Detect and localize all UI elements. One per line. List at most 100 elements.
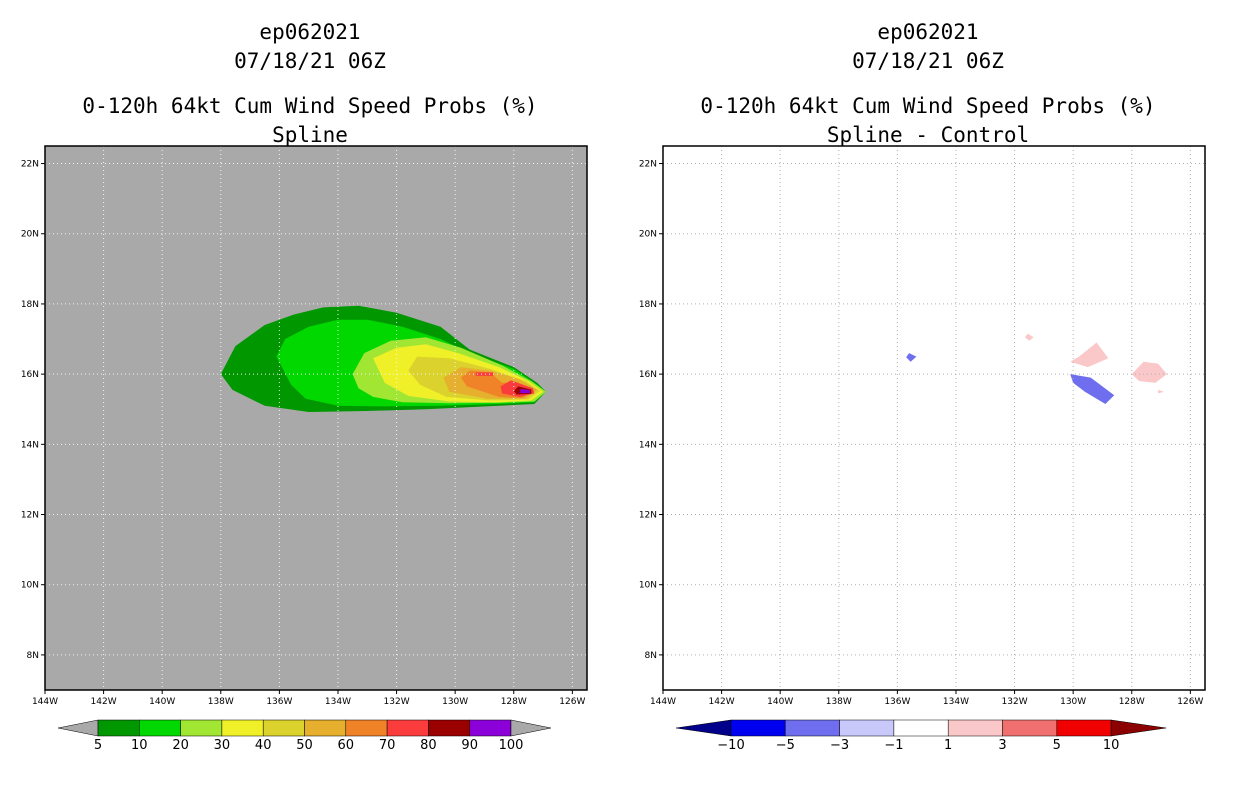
x-tick-label: 138W [208,697,234,707]
colorbar-swatch [386,719,429,737]
contour-region--3 [906,353,917,362]
x-tick-label: 132W [384,697,410,707]
y-tick-label: 8N [27,651,39,661]
colorbar-swatch [947,719,1003,737]
x-tick-label: 126W [559,697,585,707]
colorbar-swatch [262,719,305,737]
x-tick-label: 142W [91,697,117,707]
colorbar-upper-arrow [1110,719,1167,737]
contour-region--3 [1070,374,1115,404]
y-tick-label: 10N [21,581,39,591]
colorbar-label: −3 [830,738,849,753]
x-tick-label: 128W [1119,697,1145,707]
map-panel-0: 144W 142W 140W 138W 136W 134W 132W 130W 128W 126W… [21,145,588,753]
x-tick-label: 136W [266,697,292,707]
colorbar-swatch [730,719,786,737]
colorbar-label: 3 [998,738,1006,753]
left-datetime: 07/18/21 06Z [234,49,386,73]
colorbar-label: 70 [379,738,396,753]
colorbar-upper-arrow [510,719,552,737]
contour-region-3 [1024,333,1034,341]
colorbar-label: 10 [1103,738,1120,753]
colorbar-swatch [304,719,347,737]
x-tick-label: 134W [943,697,969,707]
map-background [45,146,587,690]
colorbar-label: 1 [944,738,952,753]
right-storm-id: ep062021 [877,20,979,44]
colorbar-label: 40 [255,738,272,753]
right-title-block: ep062021 07/18/21 06Z 0-120h 64kt Cum Wi… [648,18,1208,150]
y-tick-label: 12N [21,511,39,521]
y-tick-label: 22N [21,160,39,170]
map-frame [44,145,588,691]
colorbar-swatch [221,719,264,737]
contour-region-90 [519,388,530,394]
colorbar-swatch [893,719,949,737]
left-chart-title: 0-120h 64kt Cum Wind Speed Probs (%) [82,94,538,118]
colorbar-label: 80 [420,738,437,753]
colorbar-label: 10 [131,738,148,753]
x-tick-label: 132W [1002,697,1028,707]
contour-region-70 [475,372,494,376]
x-tick-label: 144W [650,697,676,707]
x-tick-label: 130W [442,697,468,707]
x-tick-label: 128W [501,697,527,707]
contour-region-3 [1070,342,1109,368]
x-tick-label: 142W [709,697,735,707]
contour-region-3 [1131,361,1167,383]
map-background [663,146,1205,690]
right-datetime: 07/18/21 06Z [852,49,1004,73]
y-tick-label: 20N [639,230,657,240]
x-tick-label: 144W [32,697,58,707]
colorbar-label: 5 [1053,738,1061,753]
x-tick-label: 138W [826,697,852,707]
colorbar-swatch [428,719,470,737]
y-tick-label: 18N [639,300,657,310]
colorbar-0: 5 10 20 30 40 50 60 70 80 90 100 [57,719,552,753]
left-storm-id: ep062021 [259,20,361,44]
colorbar-swatch [97,719,140,737]
y-tick-label: 16N [21,370,39,380]
colorbar-1: −10 −5 −3 −1 1 3 5 10 [675,719,1167,753]
colorbar-swatch [1002,719,1058,737]
colorbar-lower-arrow [675,719,732,737]
colorbar-label: 5 [94,738,102,753]
x-tick-label: 136W [884,697,910,707]
y-tick-label: 16N [639,370,657,380]
x-tick-label: 140W [149,697,175,707]
left-title-block: ep062021 07/18/21 06Z 0-120h 64kt Cum Wi… [30,18,590,150]
colorbar-lower-arrow [57,719,99,737]
colorbar-swatch [469,719,512,737]
colorbar-swatch [785,719,840,737]
colorbar-label: −5 [776,738,795,753]
colorbar-swatch [180,719,223,737]
colorbar-label: 60 [338,738,355,753]
map-panel-1: 144W 142W 140W 138W 136W 134W 132W 130W 128W 126W… [639,145,1206,753]
y-tick-label: 12N [639,511,657,521]
colorbar-swatch [345,719,388,737]
colorbar-swatch [139,719,181,737]
y-tick-label: 14N [639,440,657,450]
x-tick-label: 140W [767,697,793,707]
x-tick-label: 126W [1177,697,1203,707]
left-chart-subtitle: Spline [272,123,348,147]
colorbar-label: 50 [296,738,313,753]
x-tick-label: 134W [325,697,351,707]
colorbar-label: −1 [884,738,903,753]
y-tick-label: 14N [21,440,39,450]
colorbar-swatch [839,719,895,737]
y-tick-label: 20N [21,230,39,240]
colorbar-label: 100 [499,738,524,753]
colorbar-label: 20 [172,738,189,753]
y-tick-label: 8N [645,651,657,661]
right-chart-subtitle: Spline - Control [826,123,1030,147]
colorbar-label: 30 [214,738,231,753]
x-tick-label: 130W [1060,697,1086,707]
y-tick-label: 18N [21,300,39,310]
contour-region-3 [1158,389,1164,394]
y-tick-label: 22N [639,160,657,170]
colorbar-swatch [1056,719,1112,737]
y-tick-label: 10N [639,581,657,591]
colorbar-label: −10 [717,738,744,753]
